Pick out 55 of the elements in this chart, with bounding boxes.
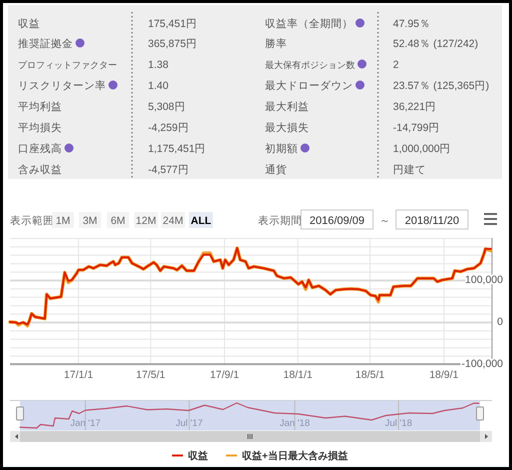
- text: 平均損失: [18, 121, 62, 134]
- x-tick-label: Jan '17: [70, 418, 101, 429]
- text: 3M: [82, 215, 98, 227]
- x-tick-label: Jan '18: [280, 418, 310, 429]
- text: 最大損失: [265, 121, 309, 134]
- text: 2018/11/20: [404, 215, 460, 227]
- text: 23.57％ (125,365円): [393, 80, 490, 92]
- text: 表示期間: [258, 214, 302, 227]
- text: 円建て: [393, 163, 426, 176]
- text: リスクリターン率: [18, 79, 106, 92]
- x-tick-label: 18/5/1: [355, 369, 385, 381]
- x-tick-label: Jul '17: [176, 418, 203, 429]
- text: 平均利益: [18, 100, 62, 113]
- text: 最大保有ポジション数: [265, 60, 355, 70]
- text: 6M: [110, 215, 126, 227]
- text: 1.40: [148, 80, 169, 92]
- text: 収益: [18, 17, 40, 30]
- text: 52.48％ (127/242): [393, 38, 478, 50]
- x-tick-label: 17/9/1: [210, 369, 240, 381]
- text: 2: [393, 59, 399, 71]
- text: 収益率（全期間）: [265, 17, 353, 30]
- x-tick-label: Jul '18: [384, 418, 412, 429]
- text: ～: [380, 215, 390, 227]
- text: 初期額: [265, 142, 298, 155]
- text: ALL: [190, 215, 212, 227]
- x-tick-label: 18/1/1: [283, 369, 313, 381]
- text: 1,000,000円: [393, 143, 451, 155]
- text: -4,577円: [148, 164, 189, 176]
- text: 1.38: [148, 59, 169, 71]
- text: 勝率: [265, 37, 287, 50]
- x-tick-label: 17/5/1: [136, 369, 166, 381]
- text: 口座残高: [18, 142, 62, 155]
- text: 47.95％: [393, 18, 430, 30]
- x-tick-label: 18/9/1: [429, 369, 459, 381]
- text: 推奨証拠金: [18, 37, 73, 50]
- text: 365,875円: [148, 38, 197, 50]
- text: 5,308円: [148, 101, 186, 113]
- y-tick-label: 0: [497, 316, 504, 328]
- text: 1,175,451円: [148, 143, 206, 155]
- text: 最大利益: [265, 100, 309, 113]
- text: 36,221円: [393, 101, 436, 113]
- text: 通貨: [265, 163, 287, 176]
- text: 1M: [56, 215, 70, 227]
- text: -4,259円: [148, 122, 189, 134]
- text: 含み収益: [18, 163, 62, 176]
- text: プロフィットファクター: [18, 60, 117, 70]
- legend-label: 収益+当日最大含み損益: [242, 450, 348, 462]
- text: 12M: [136, 215, 156, 227]
- text: 2016/09/09: [309, 215, 365, 227]
- text: -14,799円: [393, 122, 440, 134]
- legend-label: 収益: [188, 450, 208, 462]
- text: 最大ドローダウン: [265, 79, 353, 92]
- text: 175,451円: [148, 18, 197, 30]
- text: 24M: [162, 215, 184, 227]
- x-tick-label: 17/1/1: [64, 369, 94, 381]
